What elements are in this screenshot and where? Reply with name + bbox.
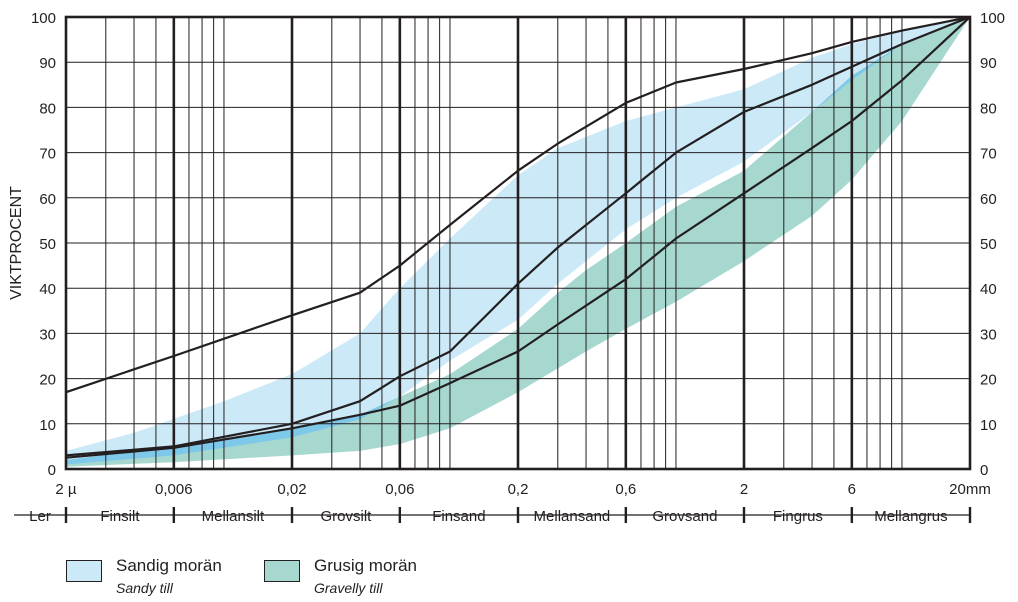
fraction-scale: Ler Finsilt Mellansilt Grovsilt Finsand Mella… bbox=[14, 507, 972, 525]
y-tick-label-right: 80 bbox=[980, 100, 997, 117]
x-tick-label: 0,6 bbox=[615, 481, 636, 498]
fraction-label: Mellansilt bbox=[202, 508, 265, 525]
fraction-label: Finsand bbox=[432, 508, 485, 525]
x-tick-label: 2 bbox=[740, 481, 748, 498]
y-tick-label-right: 20 bbox=[980, 372, 997, 389]
legend-swatch bbox=[264, 560, 300, 582]
fraction-label: Mellansand bbox=[534, 508, 611, 525]
y-axis-label: VIKTPROCENT bbox=[8, 186, 25, 300]
grading-curve-1 bbox=[66, 17, 970, 394]
fraction-label: Finsilt bbox=[100, 508, 140, 525]
legend-swatch bbox=[66, 560, 102, 582]
y-tick-label-right: 10 bbox=[980, 417, 997, 434]
x-tick-label: 0,02 bbox=[277, 481, 306, 498]
y-tick-label-left: 40 bbox=[39, 281, 56, 298]
y-tick-label-right: 30 bbox=[980, 326, 997, 343]
y-tick-label-left: 80 bbox=[39, 100, 56, 117]
legend-sublabel: Gravelly till bbox=[314, 580, 383, 596]
x-tick-label: 0,2 bbox=[508, 481, 529, 498]
x-tick-label: 20mm bbox=[949, 481, 991, 498]
fraction-label: Ler bbox=[29, 508, 51, 525]
y-tick-label-right: 0 bbox=[980, 462, 988, 479]
legend-item-sandy-till: Sandig morän Sandy till bbox=[66, 556, 256, 602]
fraction-label: Fingrus bbox=[773, 508, 823, 525]
fraction-label: Grovsand bbox=[652, 508, 717, 525]
y-tick-label-right: 50 bbox=[980, 236, 997, 253]
y-tick-label-left: 10 bbox=[39, 417, 56, 434]
y-tick-label-left: 50 bbox=[39, 236, 56, 253]
axes-layer: 0 0 10 10 20 20 30 30 40 40 50 50 60 60 70 70 80 80 90 90 10… bbox=[31, 10, 1005, 498]
y-tick-label-right: 70 bbox=[980, 146, 997, 163]
y-tick-label-right: 40 bbox=[980, 281, 997, 298]
y-tick-label-left: 100 bbox=[31, 10, 56, 27]
y-tick-label-left: 30 bbox=[39, 326, 56, 343]
y-tick-label-left: 90 bbox=[39, 55, 56, 72]
y-tick-label-left: 20 bbox=[39, 372, 56, 389]
legend-item-gravelly-till: Grusig morän Gravelly till bbox=[264, 556, 464, 602]
grain-size-chart: 0 0 10 10 20 20 30 30 40 40 50 50 60 60 70 70 80 80 90 90 10… bbox=[8, 10, 1005, 525]
y-tick-label-right: 90 bbox=[980, 55, 997, 72]
y-tick-label-left: 70 bbox=[39, 146, 56, 163]
grading-curve-2 bbox=[66, 17, 970, 457]
y-tick-label-right: 60 bbox=[980, 191, 997, 208]
fraction-label: Mellangrus bbox=[874, 508, 947, 525]
series-layer bbox=[66, 17, 970, 459]
plot-frame bbox=[64, 15, 972, 471]
legend-label: Sandig morän bbox=[116, 556, 222, 575]
y-tick-label-left: 0 bbox=[48, 462, 56, 479]
fraction-label: Grovsilt bbox=[320, 508, 372, 525]
x-tick-label: 6 bbox=[848, 481, 856, 498]
legend-label: Grusig morän bbox=[314, 556, 417, 575]
legend-sublabel: Sandy till bbox=[116, 580, 173, 596]
x-tick-label: 2 µ bbox=[55, 481, 77, 498]
y-tick-label-left: 60 bbox=[39, 191, 56, 208]
x-tick-label: 0,006 bbox=[155, 481, 193, 498]
x-tick-label: 0,06 bbox=[385, 481, 414, 498]
grading-curve-3 bbox=[66, 17, 970, 459]
grid-layer bbox=[66, 16, 970, 470]
y-tick-label-right: 100 bbox=[980, 10, 1005, 27]
